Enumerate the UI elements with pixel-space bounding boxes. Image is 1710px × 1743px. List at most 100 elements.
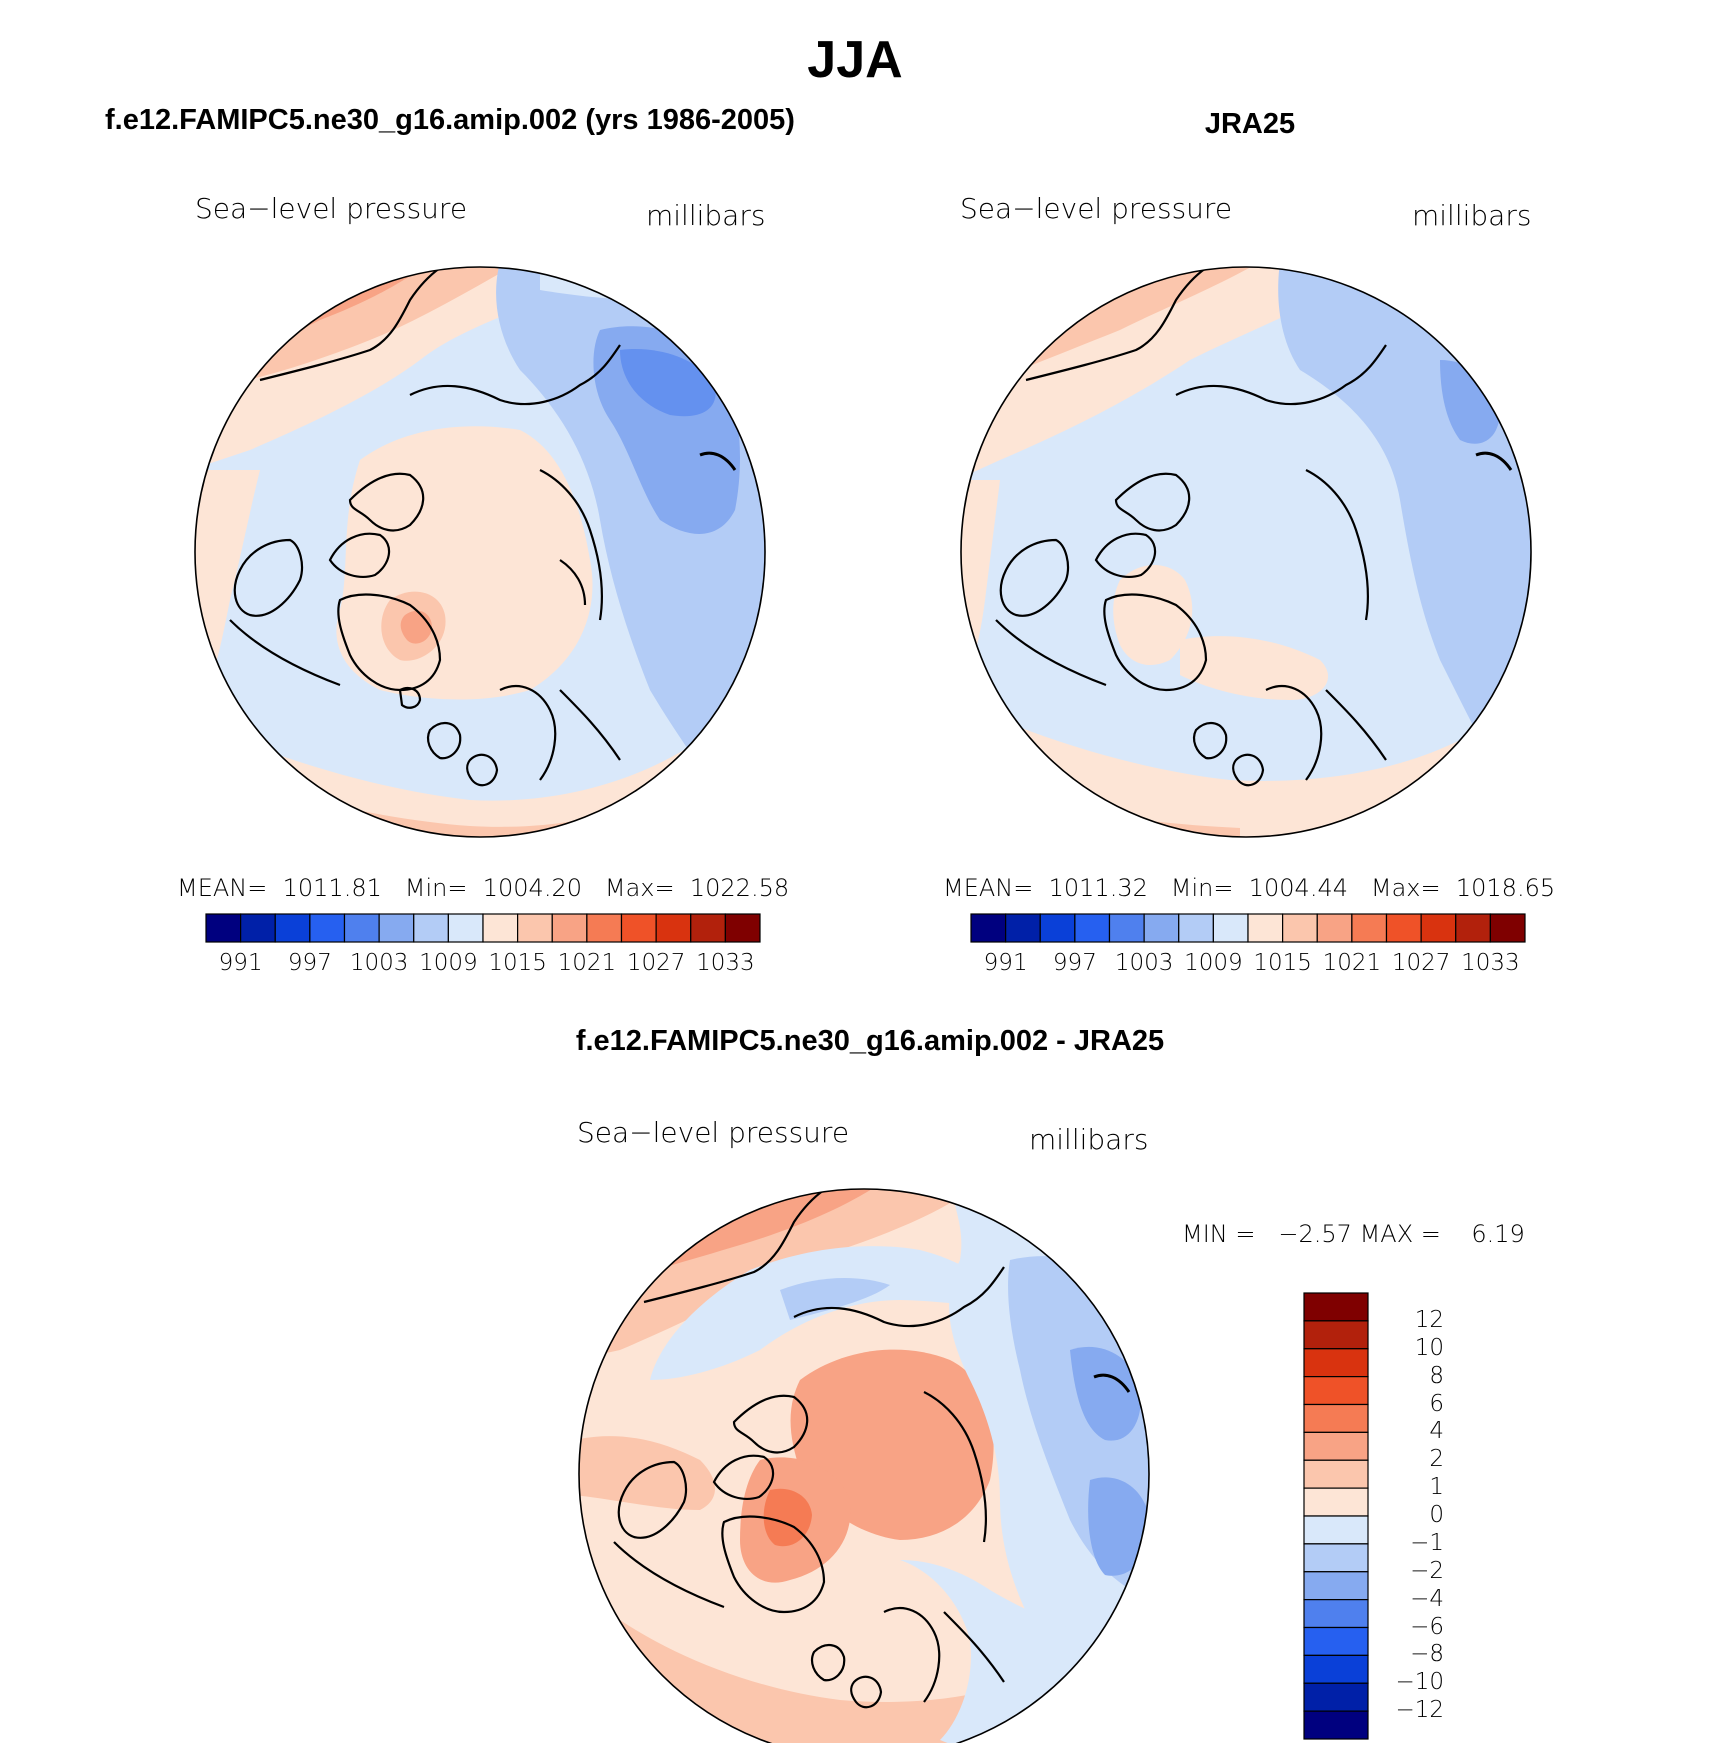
colorbar-model-swatch	[447, 913, 484, 943]
colorbar-obs-tick-label: 997	[1052, 950, 1097, 976]
colorbar-diff-swatch	[1303, 1654, 1369, 1684]
panel-obs-variable-label: Sea−level pressure	[960, 192, 1233, 225]
colorbar-model-swatch	[655, 913, 692, 943]
colorbar-diff-swatch	[1303, 1710, 1369, 1740]
map-model-outline	[194, 266, 766, 838]
colorbar-diff-tick-label: 2	[1429, 1446, 1444, 1473]
colorbar-diff-swatch	[1303, 1515, 1369, 1545]
colorbar-model-tick-label: 1033	[696, 950, 755, 976]
max-label: Max=	[604, 874, 675, 902]
colorbar-obs-tick-label: 1033	[1461, 950, 1520, 976]
colorbar-obs-swatch	[1039, 913, 1076, 943]
colorbar-diff-swatch	[1303, 1626, 1369, 1656]
colorbar-diff-tick-label: −6	[1410, 1613, 1444, 1640]
colorbar-obs-tick-label: 1015	[1253, 950, 1312, 976]
max-value: 6.19	[1471, 1220, 1525, 1248]
colorbar-model-tick-label: 1021	[557, 950, 617, 976]
colorbar-diff-swatch	[1303, 1571, 1369, 1601]
colorbar-diff-tick-label: 10	[1414, 1334, 1444, 1361]
colorbar-obs-swatch	[1385, 913, 1422, 943]
colorbar-diff-swatch	[1303, 1376, 1369, 1406]
panel-model-units-label: millibars	[646, 199, 766, 232]
colorbar-diff-swatch	[1303, 1487, 1369, 1517]
min-label: MIN =	[1182, 1220, 1256, 1248]
colorbar-diff-swatch	[1303, 1459, 1369, 1489]
colorbar-diff-tick-label: 12	[1414, 1306, 1444, 1333]
colorbar-obs-swatch	[1489, 913, 1526, 943]
panel-obs-stats: MEAN= 1011.32 Min= 1004.44 Max= 1018.65	[943, 874, 1555, 902]
colorbar-model-swatch	[517, 913, 553, 943]
colorbar-model-swatch	[343, 913, 380, 943]
min-label: Min=	[404, 874, 468, 902]
colorbar-model-swatch	[620, 913, 657, 943]
colorbar-diff-tick-label: 0	[1429, 1502, 1444, 1528]
colorbar-obs-swatch	[1143, 913, 1180, 943]
colorbar-obs-swatch	[1455, 913, 1491, 943]
panel-diff-units-label: millibars	[1029, 1123, 1149, 1156]
colorbar-diff-swatch	[1303, 1403, 1369, 1433]
colorbar-obs-swatch	[1108, 913, 1145, 943]
colorbar-obs-tick-label: 1027	[1391, 950, 1451, 976]
mean-value: 1011.32	[1048, 874, 1148, 902]
colorbar-obs-swatch	[1074, 913, 1111, 943]
colorbar-obs-swatch	[1316, 913, 1353, 943]
colorbar-model-tick-label: 991	[218, 950, 263, 976]
colorbar-model-tick-label: 1027	[626, 950, 686, 976]
colorbar-obs-swatch	[1282, 913, 1318, 943]
panel-model-variable-label: Sea−level pressure	[195, 192, 468, 225]
figure-title: JJA	[807, 31, 903, 89]
max-value: 1018.65	[1455, 874, 1556, 902]
colorbar-diff-swatch	[1303, 1431, 1369, 1461]
min-label: Min=	[1170, 874, 1234, 902]
colorbar-obs-swatch	[1247, 913, 1284, 943]
colorbar-model-tick-label: 1009	[419, 950, 478, 976]
map-diff-outline	[578, 1188, 1150, 1743]
panel-diff-variable-label: Sea−level pressure	[577, 1116, 850, 1149]
colorbar-model-swatch	[724, 913, 761, 943]
panel-model-title: f.e12.FAMIPC5.ne30_g16.amip.002 (yrs 198…	[105, 104, 795, 136]
panel-obs-units-label: millibars	[1412, 199, 1532, 232]
colorbar-model-swatch	[240, 913, 276, 943]
map-obs-outline	[960, 266, 1532, 838]
colorbar-model-tick-label: 997	[287, 950, 332, 976]
min-value: −2.57	[1278, 1220, 1352, 1248]
colorbar-obs-swatch	[970, 913, 1007, 943]
colorbar-diff-tick-label: 6	[1429, 1390, 1444, 1417]
colorbar-model-swatch	[586, 913, 623, 943]
colorbar-diff-tick-label: −4	[1410, 1585, 1444, 1612]
colorbar-model-swatch	[551, 913, 588, 943]
colorbar-obs-swatch	[1178, 913, 1214, 943]
max-label: Max=	[1370, 874, 1441, 902]
colorbar-model-swatch	[413, 913, 449, 943]
colorbar-model-swatch	[205, 913, 242, 943]
max-label: MAX =	[1359, 1220, 1441, 1248]
colorbar-obs-tick-label: 1021	[1322, 950, 1382, 976]
colorbar-obs-swatch	[1351, 913, 1388, 943]
colorbar-diff-tick-label: −8	[1410, 1641, 1444, 1668]
mean-label: MEAN=	[943, 874, 1034, 902]
colorbar-diff-swatch	[1303, 1320, 1369, 1350]
colorbar-diff-tick-label: 4	[1429, 1418, 1444, 1445]
colorbar-model-swatch	[378, 913, 415, 943]
colorbar-diff-tick-label: −12	[1395, 1697, 1444, 1724]
colorbar-obs-swatch	[1005, 913, 1041, 943]
mean-label: MEAN=	[177, 874, 268, 902]
colorbar-model-swatch	[690, 913, 726, 943]
colorbar-diff-tick-label: −10	[1395, 1669, 1444, 1696]
colorbar-obs-swatch	[1420, 913, 1457, 943]
colorbar-model-swatch	[274, 913, 311, 943]
min-value: 1004.44	[1248, 874, 1348, 902]
colorbar-diff-tick-label: 1	[1429, 1474, 1444, 1501]
panel-model-stats: MEAN= 1011.81 Min= 1004.20 Max= 1022.58	[177, 874, 789, 902]
colorbar-diff-swatch	[1303, 1599, 1369, 1629]
colorbar-diff-tick-label: −2	[1410, 1557, 1444, 1584]
colorbar-model-tick-label: 1003	[349, 950, 409, 976]
colorbar-diff-tick-label: 8	[1429, 1362, 1444, 1389]
panel-diff-title: f.e12.FAMIPC5.ne30_g16.amip.002 - JRA25	[575, 1025, 1165, 1057]
colorbar-diff-swatch	[1303, 1543, 1369, 1573]
colorbar-diff-swatch	[1303, 1348, 1369, 1378]
colorbar-model-swatch	[482, 913, 519, 943]
colorbar-model-tick-label: 1015	[488, 950, 547, 976]
